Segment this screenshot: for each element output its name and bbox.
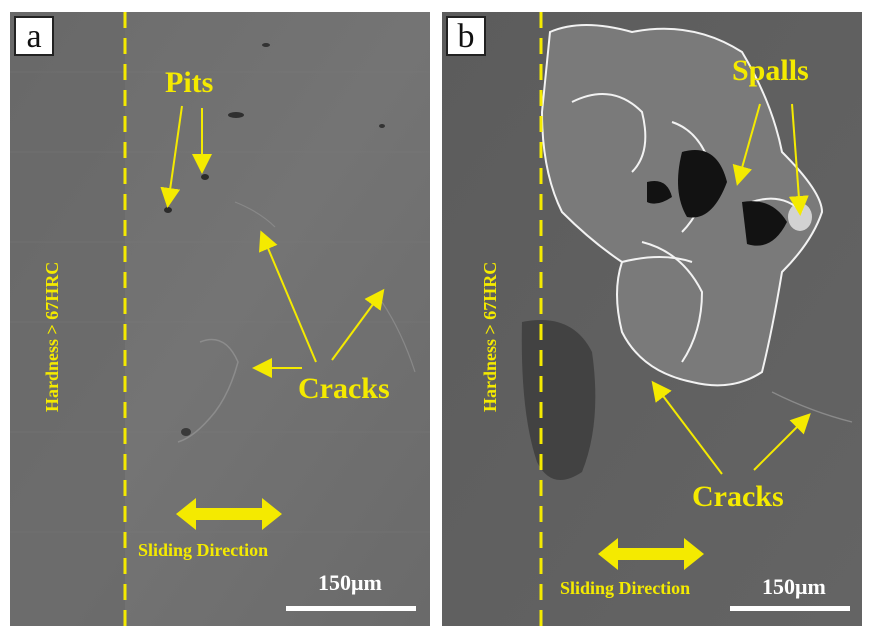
cracks-label: Cracks [692,480,784,513]
pits-label: Pits [165,66,214,99]
sem-micrograph-a [10,12,430,626]
hardness-label: Hardness > 67HRC [42,261,62,412]
micrograph-panel-b: b Spalls Cracks Hardness > 67HRC Sliding… [442,12,862,626]
micrograph-panel-a: a Pits Cracks Hardness > 67HRC Sliding D… [10,12,430,626]
hardness-label: Hardness > 67HRC [480,261,500,412]
sem-micrograph-b [442,12,862,626]
scale-bar-label: 150μm [762,574,826,599]
cracks-label: Cracks [298,372,390,405]
spalls-label: Spalls [732,54,809,87]
panel-label: a [14,16,54,56]
panel-label: b [446,16,486,56]
scale-bar [730,606,850,611]
scale-bar-label: 150μm [318,570,382,595]
scale-bar [286,606,416,611]
sliding-direction-label: Sliding Direction [138,540,269,560]
sliding-direction-label: Sliding Direction [560,578,691,598]
